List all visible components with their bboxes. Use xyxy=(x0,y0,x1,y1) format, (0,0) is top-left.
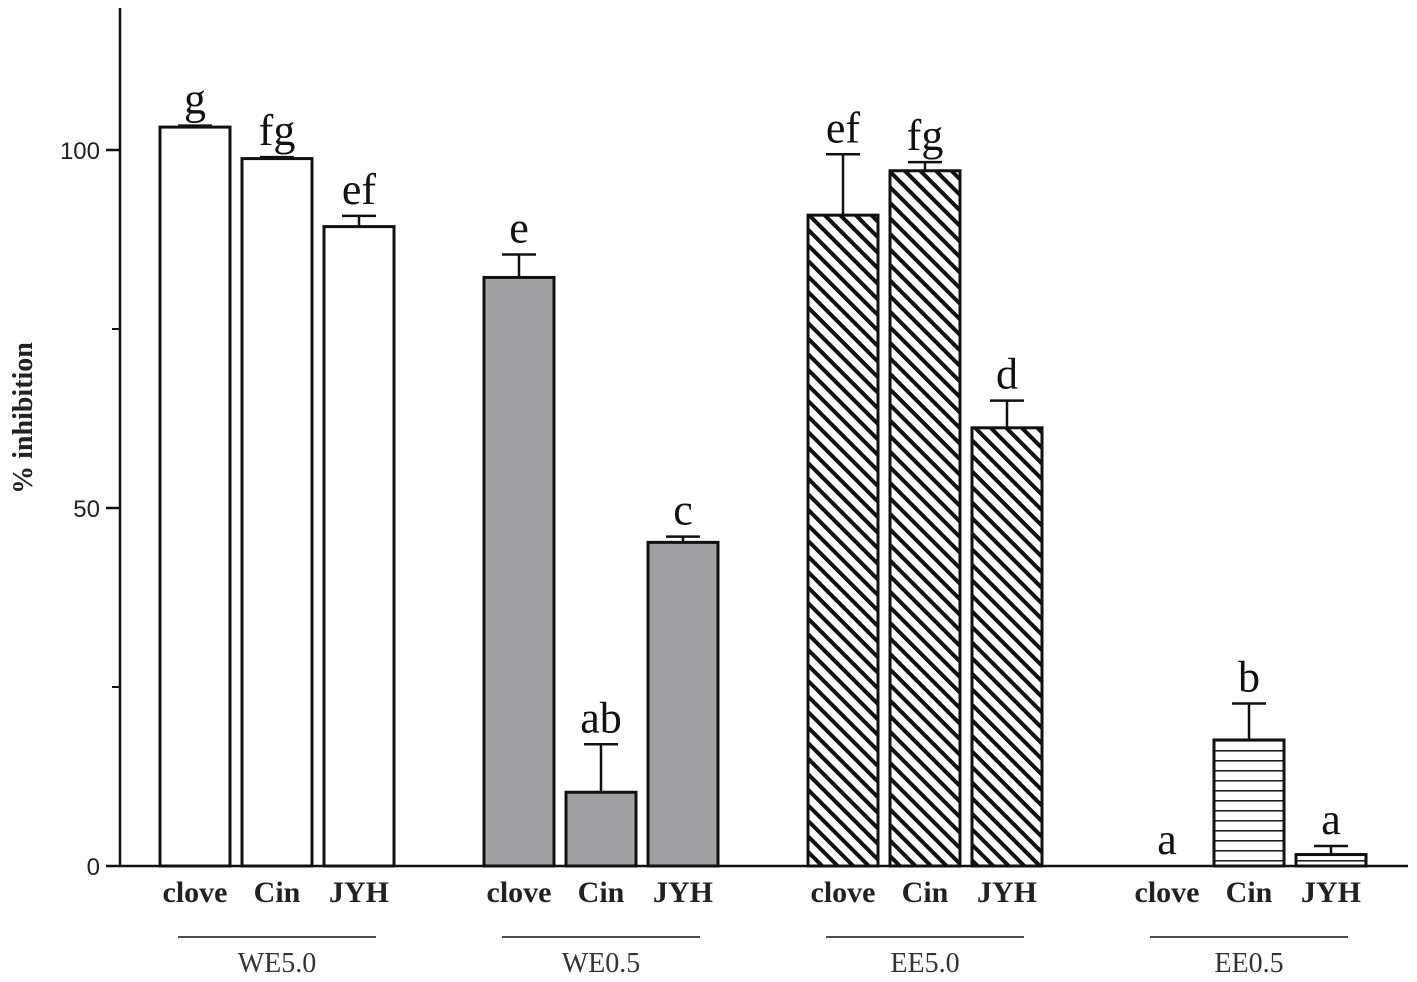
bar-WE5.0-JYH xyxy=(322,225,396,868)
category-label: JYH xyxy=(1301,876,1361,909)
significance-letter: fg xyxy=(259,106,296,155)
category-label: JYH xyxy=(653,876,713,909)
bar-WE0.5-Cin xyxy=(564,790,638,868)
significance-letter: ef xyxy=(826,103,861,152)
category-label: JYH xyxy=(977,876,1037,909)
significance-letter: d xyxy=(996,350,1018,399)
category-label: Cin xyxy=(578,876,625,909)
category-label: JYH xyxy=(329,876,389,909)
category-label: clove xyxy=(811,876,876,909)
group-label: WE0.5 xyxy=(562,948,641,979)
category-label: Cin xyxy=(1226,876,1273,909)
significance-letter: fg xyxy=(907,111,944,160)
bar-EE5.0-clove xyxy=(806,213,880,868)
group-label: EE0.5 xyxy=(1214,948,1283,979)
group-label: WE5.0 xyxy=(238,948,317,979)
y-tick-label: 0 xyxy=(87,854,100,881)
category-label: clove xyxy=(163,876,228,909)
bars xyxy=(158,124,1368,868)
significance-letter: a xyxy=(1157,815,1177,864)
y-axis-title: % inhibition xyxy=(8,342,39,494)
bar-EE0.5-Cin xyxy=(1212,738,1286,868)
significance-letter: e xyxy=(509,204,529,253)
significance-letter: g xyxy=(184,75,206,124)
bar-WE0.5-clove xyxy=(482,275,556,868)
bar-EE5.0-JYH xyxy=(970,426,1044,868)
y-tick-label: 50 xyxy=(73,496,100,523)
category-label: clove xyxy=(487,876,552,909)
bar-EE5.0-Cin xyxy=(888,169,962,868)
labels: gclovefgCinefJYHWE5.0ecloveabCincJYHWE0.… xyxy=(163,75,1361,979)
bar-WE5.0-Cin xyxy=(240,157,314,868)
significance-letter: ab xyxy=(580,693,622,742)
significance-letter: c xyxy=(673,486,693,535)
bar-WE0.5-JYH xyxy=(646,540,720,868)
category-label: Cin xyxy=(254,876,301,909)
significance-letter: ef xyxy=(342,165,377,214)
significance-letter: a xyxy=(1321,795,1341,844)
significance-letter: b xyxy=(1238,652,1260,701)
category-label: Cin xyxy=(902,876,949,909)
category-label: clove xyxy=(1135,876,1200,909)
y-tick-label: 100 xyxy=(60,138,100,165)
bar-WE5.0-clove xyxy=(158,125,232,868)
group-label: EE5.0 xyxy=(890,948,959,979)
bar-EE0.5-JYH xyxy=(1294,853,1368,868)
